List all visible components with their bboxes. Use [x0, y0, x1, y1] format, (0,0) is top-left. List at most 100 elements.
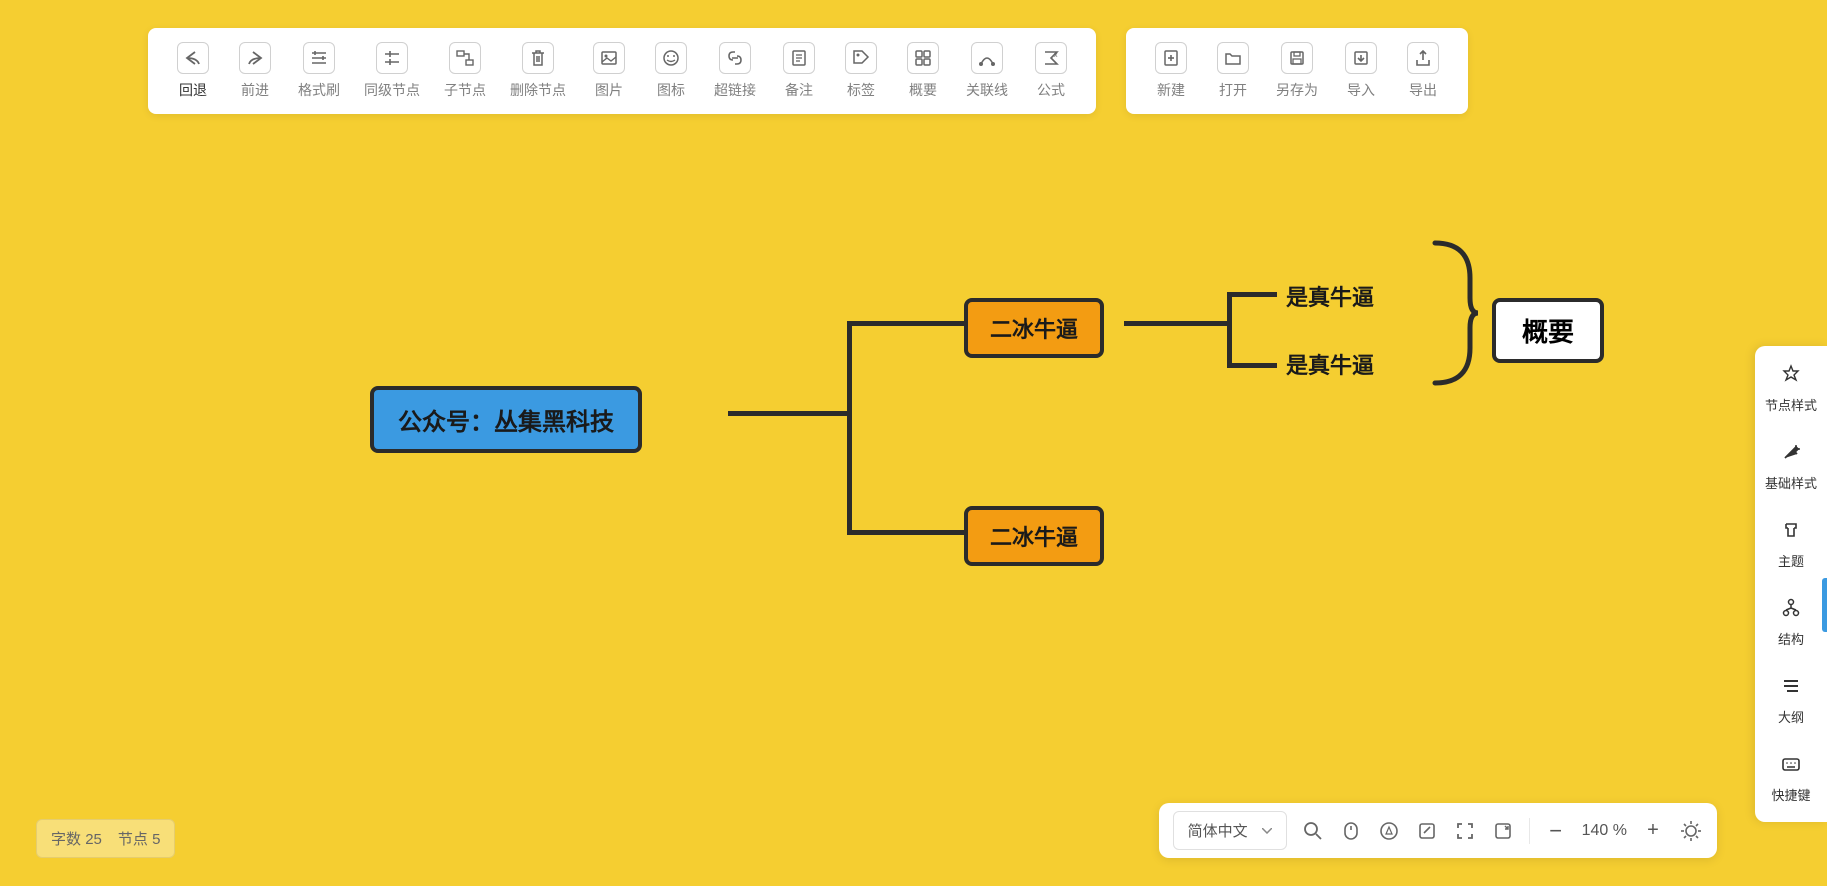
connector — [1227, 292, 1232, 368]
format-icon — [303, 42, 335, 74]
file-open-button[interactable]: 打开 — [1206, 38, 1260, 104]
node-style-icon — [1780, 364, 1802, 389]
zoom-out-button[interactable]: − — [1544, 819, 1568, 843]
mindmap-leaf-node[interactable]: 是真牛逼 — [1286, 348, 1374, 380]
connector — [847, 321, 852, 535]
picture-icon — [593, 42, 625, 74]
side-label: 主题 — [1778, 551, 1804, 570]
side-panel: 节点样式基础样式主题结构大纲快捷键 — [1755, 346, 1827, 822]
export-icon — [1407, 42, 1439, 74]
toolbar-hyperlink-button[interactable]: 超链接 — [706, 38, 764, 104]
relation-icon — [971, 42, 1003, 74]
file-saveas-button[interactable]: 另存为 — [1268, 38, 1326, 104]
side-label: 基础样式 — [1765, 473, 1817, 492]
toolbar-summary-button[interactable]: 概要 — [896, 38, 950, 104]
language-select[interactable]: 简体中文 — [1173, 811, 1287, 850]
toolbar-label: 格式刷 — [298, 80, 340, 100]
side-shortcut-button[interactable]: 快捷键 — [1761, 750, 1821, 808]
side-node-style-button[interactable]: 节点样式 — [1761, 360, 1821, 418]
connector — [1227, 292, 1277, 297]
new-icon — [1155, 42, 1187, 74]
undo-icon — [177, 42, 209, 74]
shortcut-icon — [1780, 754, 1802, 779]
node-text: 概要 — [1522, 317, 1574, 347]
toolbar-label: 同级节点 — [364, 80, 420, 100]
mindmap-child-node[interactable]: 二冰牛逼 — [964, 298, 1104, 358]
hyperlink-icon — [719, 42, 751, 74]
note-icon — [783, 42, 815, 74]
compass-icon[interactable] — [1377, 819, 1401, 843]
base-style-icon — [1780, 442, 1802, 467]
file-export-button[interactable]: 导出 — [1396, 38, 1450, 104]
search-icon[interactable] — [1301, 819, 1325, 843]
toolbar-formula-button[interactable]: x 公式 — [1024, 38, 1078, 104]
saveas-icon — [1281, 42, 1313, 74]
toolbar-picture-button[interactable]: 图片 — [582, 38, 636, 104]
toolbar-label: 打开 — [1219, 80, 1247, 100]
language-label: 简体中文 — [1188, 820, 1248, 841]
side-outline-button[interactable]: 大纲 — [1761, 672, 1821, 730]
connector — [847, 321, 964, 326]
node-text: 是真牛逼 — [1286, 285, 1374, 310]
zoom-in-button[interactable]: + — [1641, 819, 1665, 843]
toolbar-label: 回退 — [179, 80, 207, 100]
mindmap-root-node[interactable]: 公众号：丛集黑科技 — [370, 386, 642, 453]
file-import-button[interactable]: 导入 — [1334, 38, 1388, 104]
toolbar-label: 新建 — [1157, 80, 1185, 100]
fit-icon[interactable] — [1491, 819, 1515, 843]
toolbar-label: 导入 — [1347, 80, 1375, 100]
theme-icon — [1780, 520, 1802, 545]
mouse-icon[interactable] — [1339, 819, 1363, 843]
chevron-down-icon — [1262, 828, 1272, 834]
side-base-style-button[interactable]: 基础样式 — [1761, 438, 1821, 496]
theme-toggle-icon[interactable] — [1679, 819, 1703, 843]
redo-icon — [239, 42, 271, 74]
toolbar-label: 关联线 — [966, 80, 1008, 100]
mindmap-canvas[interactable]: 公众号：丛集黑科技 二冰牛逼 二冰牛逼 是真牛逼 是真牛逼 概要 — [0, 0, 1827, 886]
summary-icon — [907, 42, 939, 74]
word-count: 字数 25 — [51, 828, 102, 849]
toolbar-child-button[interactable]: 子节点 — [436, 38, 494, 104]
toolbar-tag-button[interactable]: 标签 — [834, 38, 888, 104]
toolbar-label: 导出 — [1409, 80, 1437, 100]
side-theme-button[interactable]: 主题 — [1761, 516, 1821, 574]
icon-icon — [655, 42, 687, 74]
connector — [1227, 363, 1277, 368]
toolbar-note-button[interactable]: 备注 — [772, 38, 826, 104]
toolbar-relation-button[interactable]: 关联线 — [958, 38, 1016, 104]
node-count: 节点 5 — [118, 828, 161, 849]
toolbar-label: 图片 — [595, 80, 623, 100]
toolbar-label: 删除节点 — [510, 80, 566, 100]
node-text: 是真牛逼 — [1286, 353, 1374, 378]
toolbar-icon-button[interactable]: 图标 — [644, 38, 698, 104]
status-bar: 字数 25 节点 5 — [36, 819, 175, 858]
side-label: 结构 — [1778, 629, 1804, 648]
side-label: 节点样式 — [1765, 395, 1817, 414]
toolbar-sibling-button[interactable]: 同级节点 — [356, 38, 428, 104]
side-label: 大纲 — [1778, 707, 1804, 726]
bottom-toolbar: 简体中文 − 140 % + — [1159, 803, 1717, 858]
outline-icon — [1780, 676, 1802, 701]
toolbar-redo-button[interactable]: 前进 — [228, 38, 282, 104]
fullscreen-icon[interactable] — [1453, 819, 1477, 843]
connector — [847, 530, 964, 535]
svg-text:x: x — [1054, 52, 1058, 59]
side-structure-button[interactable]: 结构 — [1761, 594, 1821, 652]
toolbar-label: 公式 — [1037, 80, 1065, 100]
tag-icon — [845, 42, 877, 74]
toolbar-undo-button[interactable]: 回退 — [166, 38, 220, 104]
side-panel-indicator — [1822, 578, 1827, 632]
toolbar-main: 回退 前进格式刷 同级节点 子节点 删除节点 图片 图标超链接备注标签 概要关联线 x 公式 — [148, 28, 1096, 114]
edit-icon[interactable] — [1415, 819, 1439, 843]
mindmap-child-node[interactable]: 二冰牛逼 — [964, 506, 1104, 566]
mindmap-leaf-node[interactable]: 是真牛逼 — [1286, 280, 1374, 312]
file-new-button[interactable]: 新建 — [1144, 38, 1198, 104]
toolbar-label: 标签 — [847, 80, 875, 100]
toolbar-file: 新建 打开 另存为导入 导出 — [1126, 28, 1468, 114]
toolbar-format-button[interactable]: 格式刷 — [290, 38, 348, 104]
toolbar-label: 子节点 — [444, 80, 486, 100]
toolbar-delete-button[interactable]: 删除节点 — [502, 38, 574, 104]
mindmap-summary-node[interactable]: 概要 — [1492, 298, 1604, 363]
divider — [1529, 818, 1530, 844]
sibling-icon — [376, 42, 408, 74]
